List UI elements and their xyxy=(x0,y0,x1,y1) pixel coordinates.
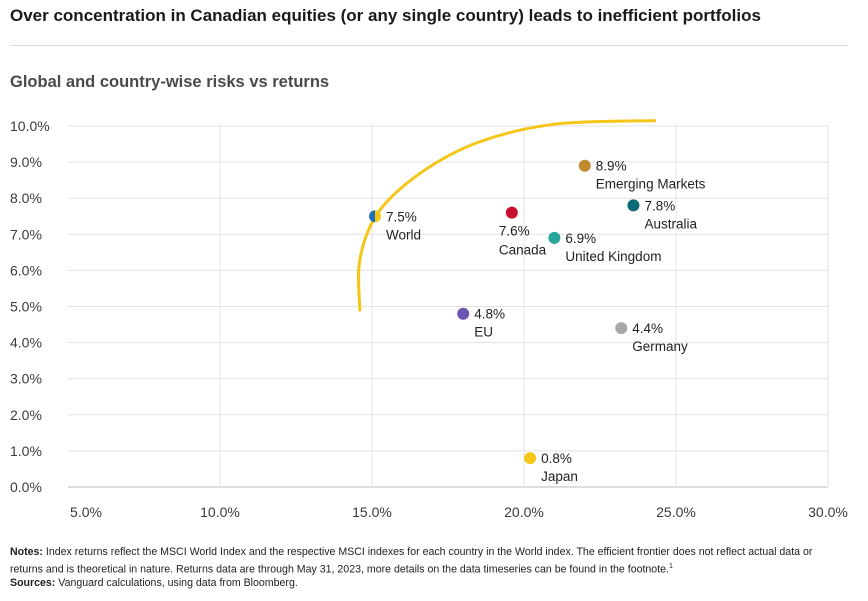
notes-text: Index returns reflect the MSCI World Ind… xyxy=(10,546,813,576)
data-label-value: 7.5% xyxy=(386,209,417,224)
data-point-eu xyxy=(457,307,470,320)
chart-subtitle: Global and country-wise risks vs returns xyxy=(10,73,330,91)
data-point-canada xyxy=(505,206,518,219)
data-label-value: 0.8% xyxy=(541,451,572,466)
data-label-value: 4.4% xyxy=(632,321,663,336)
y-tick-label: 5.0% xyxy=(10,299,42,315)
data-label-value: 7.6% xyxy=(499,224,530,239)
y-tick-label: 8.0% xyxy=(10,190,42,206)
data-label-name: Australia xyxy=(644,216,697,231)
x-tick-label: 30.0% xyxy=(808,504,848,520)
y-tick-label: 4.0% xyxy=(10,335,42,351)
data-label-name: United Kingdom xyxy=(565,249,661,264)
data-point-united-kingdom xyxy=(548,231,561,244)
y-tick-label: 7.0% xyxy=(10,226,42,242)
y-tick-label: 3.0% xyxy=(10,371,42,387)
y-tick-label: 0.0% xyxy=(10,479,42,495)
chart-headline: Over concentration in Canadian equities … xyxy=(10,6,761,25)
data-point-world-right xyxy=(375,210,382,223)
efficient-frontier-curve xyxy=(357,119,657,312)
data-label-value: 6.9% xyxy=(565,231,596,246)
data-label-name: EU xyxy=(474,325,493,340)
y-tick-label: 6.0% xyxy=(10,262,42,278)
sources-text: Vanguard calculations, using data from B… xyxy=(58,576,298,589)
y-tick-label: 2.0% xyxy=(10,407,42,423)
y-tick-label: 9.0% xyxy=(10,154,42,170)
data-point-world-left xyxy=(369,210,376,223)
data-label-value: 7.8% xyxy=(644,198,675,213)
title-divider xyxy=(10,45,848,46)
data-point-japan xyxy=(524,452,537,465)
x-tick-label: 25.0% xyxy=(656,504,696,520)
data-point-emerging-markets xyxy=(578,159,591,172)
footnote-mark: 1 xyxy=(668,562,673,570)
data-label-name: World xyxy=(386,227,421,242)
data-label-value: 8.9% xyxy=(596,159,627,174)
data-point-australia xyxy=(627,199,640,212)
y-tick-label: 1.0% xyxy=(10,443,42,459)
x-tick-label: 10.0% xyxy=(200,504,240,520)
data-label-name: Japan xyxy=(541,469,578,484)
data-point-germany xyxy=(615,322,628,335)
x-tick-label: 15.0% xyxy=(352,504,392,520)
x-tick-label: 20.0% xyxy=(504,504,544,520)
x-tick-label: 5.0% xyxy=(70,504,102,520)
data-label-name: Emerging Markets xyxy=(596,177,706,192)
data-label-name: Germany xyxy=(632,339,688,354)
notes-label: Notes: xyxy=(10,546,43,558)
sources-label: Sources: xyxy=(10,576,56,589)
chart-notes: Notes: Index returns reflect the MSCI Wo… xyxy=(10,546,840,590)
y-tick-label: 10.0% xyxy=(10,118,50,134)
data-label-value: 4.8% xyxy=(474,307,505,322)
data-label-name: Canada xyxy=(499,243,547,258)
